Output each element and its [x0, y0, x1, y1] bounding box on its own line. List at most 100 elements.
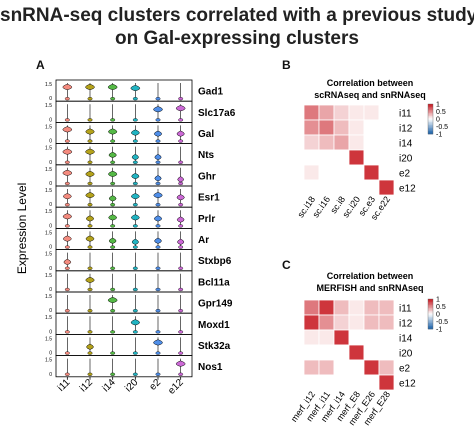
violin-body — [176, 194, 185, 201]
violin-row-frame — [55, 312, 193, 335]
violin-zero-mass — [178, 330, 184, 334]
x-tick-label: i11 — [56, 377, 73, 394]
y-tick-label: 1.5 — [45, 294, 52, 300]
violin-zero-mass — [110, 351, 116, 355]
gene-label: Ghr — [198, 171, 216, 182]
violin-zero-mass — [110, 224, 116, 228]
violin-zero-mass — [87, 351, 93, 355]
x-tick-label: i14 — [101, 377, 119, 395]
violin-zero-mass — [87, 372, 93, 376]
violin-body — [85, 148, 95, 155]
violin-body — [107, 296, 118, 304]
violin-zero-mass — [178, 139, 184, 143]
violin-zero-mass — [155, 118, 161, 122]
violin-body — [62, 213, 72, 220]
y-tick-label: 0 — [49, 117, 52, 123]
violin-body — [154, 153, 162, 161]
figure-title-line-1: snRNA-seq clusters correlated with a pre… — [0, 5, 474, 26]
y-tick-label: 1.5 — [45, 230, 52, 236]
violin-row-frame — [55, 333, 193, 356]
violin-zero-mass — [110, 181, 116, 186]
violin-zero-mass — [132, 97, 138, 101]
violin-body — [154, 215, 162, 222]
violin-body — [153, 106, 163, 113]
gene-label: Bcl11a — [198, 277, 230, 288]
gene-label: Slc17a6 — [198, 108, 236, 119]
violin-zero-mass — [64, 287, 70, 292]
violin-row-frame — [55, 227, 193, 250]
violin-zero-mass — [155, 97, 161, 101]
violin-zero-mass — [155, 160, 161, 164]
violin-zero-mass — [110, 245, 116, 249]
violin-body — [154, 175, 162, 182]
violin-zero-mass — [132, 287, 138, 292]
violin-body — [108, 151, 117, 158]
violin-zero-mass — [132, 309, 138, 313]
violin-zero-mass — [155, 181, 161, 186]
y-axis-label: Expression Level — [15, 183, 29, 274]
violin-zero-mass — [87, 287, 93, 292]
y-tick-label: 0 — [49, 329, 52, 335]
violin-zero-mass — [64, 330, 70, 334]
violin-body — [85, 192, 95, 199]
violin-zero-mass — [110, 309, 116, 313]
x-tick-label: i20 — [123, 377, 141, 395]
violin-zero-mass — [87, 245, 93, 249]
violin-body — [107, 83, 118, 91]
violin-body — [154, 130, 162, 137]
violin-zero-mass — [64, 181, 70, 186]
violin-zero-mass — [178, 372, 184, 376]
violin-body — [63, 193, 72, 200]
violin-row-frame — [55, 100, 193, 123]
violin-zero-mass — [110, 118, 116, 122]
y-tick-label: 0 — [49, 287, 52, 293]
violin-body — [176, 130, 185, 137]
violin-zero-mass — [155, 139, 161, 143]
violin-zero-mass — [132, 224, 138, 228]
violin-body — [108, 128, 118, 135]
violin-body — [131, 129, 140, 136]
violin-zero-mass — [178, 181, 184, 186]
violin-zero-mass — [155, 266, 161, 270]
violin-row-frame — [55, 355, 193, 378]
violin-zero-mass — [87, 118, 93, 122]
y-tick-label: 1.5 — [45, 82, 52, 88]
violin-zero-mass — [155, 203, 161, 207]
violin-body — [108, 170, 118, 177]
violin-zero-mass — [64, 160, 70, 164]
violin-zero-mass — [132, 181, 138, 186]
y-tick-label: 0 — [49, 181, 52, 187]
gene-label: Gad1 — [198, 87, 223, 98]
violin-body — [108, 237, 117, 244]
violin-body — [63, 235, 72, 242]
y-tick-label: 1.5 — [45, 336, 52, 342]
violin-zero-mass — [155, 351, 161, 355]
violin-zero-mass — [132, 372, 138, 376]
violin-zero-mass — [87, 203, 93, 207]
y-tick-label: 0 — [49, 223, 52, 229]
violin-row-frame — [55, 164, 193, 187]
violin-body — [86, 215, 94, 222]
violin-zero-mass — [87, 160, 93, 164]
violin-body — [85, 276, 95, 283]
violin-zero-mass — [87, 266, 93, 270]
violin-body — [62, 126, 73, 133]
violin-zero-mass — [87, 224, 93, 228]
y-tick-label: 1.5 — [45, 273, 52, 279]
violin-zero-mass — [155, 224, 161, 228]
violin-body — [175, 360, 186, 367]
violin-zero-mass — [155, 287, 161, 292]
violin-body — [62, 169, 73, 176]
violin-zero-mass — [87, 309, 93, 313]
violin-row-frame — [55, 291, 193, 314]
y-tick-label: 1.5 — [45, 315, 52, 321]
y-tick-label: 1.5 — [45, 209, 52, 215]
violin-row-frame — [55, 185, 193, 208]
violin-row-frame — [55, 206, 193, 229]
violin-zero-mass — [178, 97, 184, 101]
violin-zero-mass — [132, 330, 138, 334]
violin-zero-mass — [178, 309, 184, 313]
violin-zero-mass — [132, 203, 138, 207]
y-tick-label: 0 — [49, 351, 52, 357]
violin-zero-mass — [132, 118, 138, 122]
